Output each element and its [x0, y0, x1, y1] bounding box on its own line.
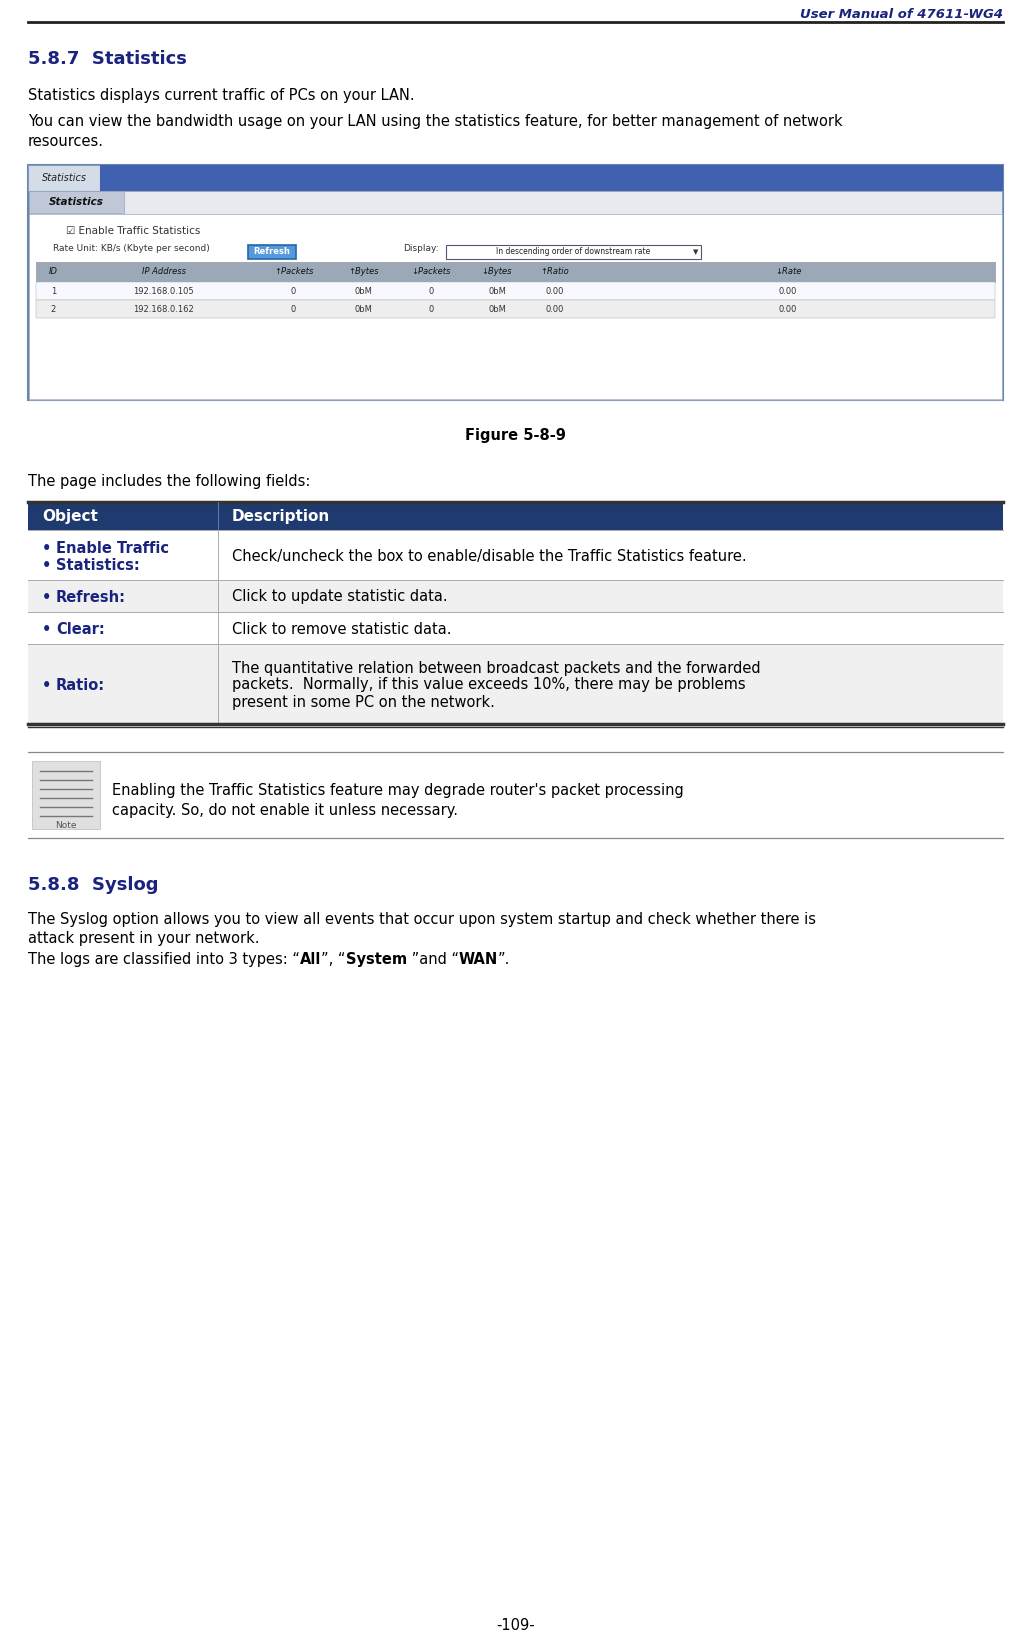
Text: 2: 2	[51, 305, 56, 313]
Text: present in some PC on the network.: present in some PC on the network.	[232, 695, 495, 710]
Text: Statistics displays current traffic of PCs on your LAN.: Statistics displays current traffic of P…	[28, 88, 414, 103]
Text: The page includes the following fields:: The page includes the following fields:	[28, 473, 310, 490]
Text: ↑Packets: ↑Packets	[274, 268, 313, 276]
Text: Refresh: Refresh	[254, 248, 291, 256]
Text: Ratio:: Ratio:	[56, 677, 105, 694]
Text: •: •	[42, 677, 57, 694]
Bar	[28, 612, 1003, 645]
Text: ”.: ”.	[498, 951, 510, 968]
Text: ”, “: ”, “	[322, 951, 345, 968]
Text: Description: Description	[232, 509, 330, 524]
Text: packets.  Normally, if this value exceeds 10%, there may be problems: packets. Normally, if this value exceeds…	[232, 677, 745, 692]
Text: Statistics:: Statistics:	[56, 558, 140, 573]
Bar	[28, 530, 1003, 579]
Bar	[100, 165, 1003, 191]
Text: ↓Packets: ↓Packets	[411, 268, 451, 276]
Text: ↑Ratio: ↑Ratio	[540, 268, 569, 276]
Bar	[36, 263, 995, 282]
Text: WAN: WAN	[459, 951, 498, 968]
Text: 0.00: 0.00	[545, 305, 564, 313]
Text: 0.00: 0.00	[778, 287, 797, 295]
Text: Note: Note	[56, 821, 76, 831]
Text: IP Address: IP Address	[141, 268, 186, 276]
Bar	[28, 165, 1003, 400]
Text: •: •	[42, 558, 57, 573]
Bar	[28, 645, 1003, 725]
Text: 0: 0	[291, 287, 296, 295]
Text: ☑ Enable Traffic Statistics: ☑ Enable Traffic Statistics	[66, 225, 200, 237]
Bar	[446, 245, 701, 259]
Text: ↓Bytes: ↓Bytes	[481, 268, 512, 276]
Bar	[28, 579, 1003, 612]
Text: 0: 0	[428, 305, 434, 313]
Text: Enabling the Traffic Statistics feature may degrade router's packet processing: Enabling the Traffic Statistics feature …	[112, 783, 684, 798]
Text: 5.8.7  Statistics: 5.8.7 Statistics	[28, 51, 187, 69]
Bar	[29, 191, 124, 214]
Text: ▼: ▼	[693, 250, 699, 255]
Text: Rate Unit: KB/s (Kbyte per second): Rate Unit: KB/s (Kbyte per second)	[53, 245, 209, 253]
Text: Display:: Display:	[403, 245, 438, 253]
Text: Statistics: Statistics	[48, 197, 103, 207]
Bar	[32, 761, 100, 829]
Text: 0: 0	[428, 287, 434, 295]
Text: 0bM: 0bM	[488, 287, 506, 295]
Text: 0bM: 0bM	[355, 287, 372, 295]
Text: In descending order of downstream rate: In descending order of downstream rate	[496, 248, 651, 256]
Text: 0.00: 0.00	[778, 305, 797, 313]
Text: 1: 1	[51, 287, 56, 295]
Text: •: •	[42, 591, 57, 605]
Text: 192.168.0.105: 192.168.0.105	[133, 287, 194, 295]
Text: The Syslog option allows you to view all events that occur upon system startup a: The Syslog option allows you to view all…	[28, 912, 816, 927]
Bar	[28, 503, 1003, 530]
Bar	[36, 300, 995, 318]
Text: User Manual of 47611-WG4: User Manual of 47611-WG4	[800, 8, 1003, 21]
Text: 0bM: 0bM	[355, 305, 372, 313]
Text: Check/uncheck the box to enable/disable the Traffic Statistics feature.: Check/uncheck the box to enable/disable …	[232, 548, 746, 563]
Text: resources.: resources.	[28, 134, 104, 149]
Text: ID: ID	[49, 268, 58, 276]
Text: Click to remove statistic data.: Click to remove statistic data.	[232, 622, 452, 636]
Text: System: System	[345, 951, 407, 968]
Text: Object: Object	[42, 509, 98, 524]
Text: •: •	[42, 622, 57, 636]
Text: •: •	[42, 540, 57, 557]
Text: Clear:: Clear:	[56, 622, 105, 636]
Text: ↓Rate: ↓Rate	[775, 268, 801, 276]
Text: The logs are classified into 3 types: “: The logs are classified into 3 types: “	[28, 951, 300, 968]
Text: ”and “: ”and “	[407, 951, 459, 968]
Text: ↑Bytes: ↑Bytes	[348, 268, 378, 276]
Text: Click to update statistic data.: Click to update statistic data.	[232, 589, 447, 604]
Bar	[29, 191, 1002, 400]
Text: You can view the bandwidth usage on your LAN using the statistics feature, for b: You can view the bandwidth usage on your…	[28, 114, 842, 129]
Bar	[248, 245, 296, 259]
Text: attack present in your network.: attack present in your network.	[28, 930, 260, 947]
Bar	[36, 282, 995, 300]
Text: 0.00: 0.00	[545, 287, 564, 295]
Bar	[29, 214, 1002, 398]
Text: Statistics: Statistics	[41, 173, 87, 183]
Text: 0: 0	[291, 305, 296, 313]
Text: Figure 5-8-9: Figure 5-8-9	[465, 428, 566, 442]
Text: capacity. So, do not enable it unless necessary.: capacity. So, do not enable it unless ne…	[112, 803, 458, 818]
Text: All: All	[300, 951, 322, 968]
Text: 0bM: 0bM	[488, 305, 506, 313]
Text: 5.8.8  Syslog: 5.8.8 Syslog	[28, 876, 159, 894]
Text: The quantitative relation between broadcast packets and the forwarded: The quantitative relation between broadc…	[232, 661, 761, 676]
Bar	[28, 165, 100, 191]
Text: -109-: -109-	[496, 1617, 535, 1632]
Text: Refresh:: Refresh:	[56, 591, 126, 605]
Text: 192.168.0.162: 192.168.0.162	[133, 305, 194, 313]
Text: Enable Traffic: Enable Traffic	[56, 540, 169, 557]
